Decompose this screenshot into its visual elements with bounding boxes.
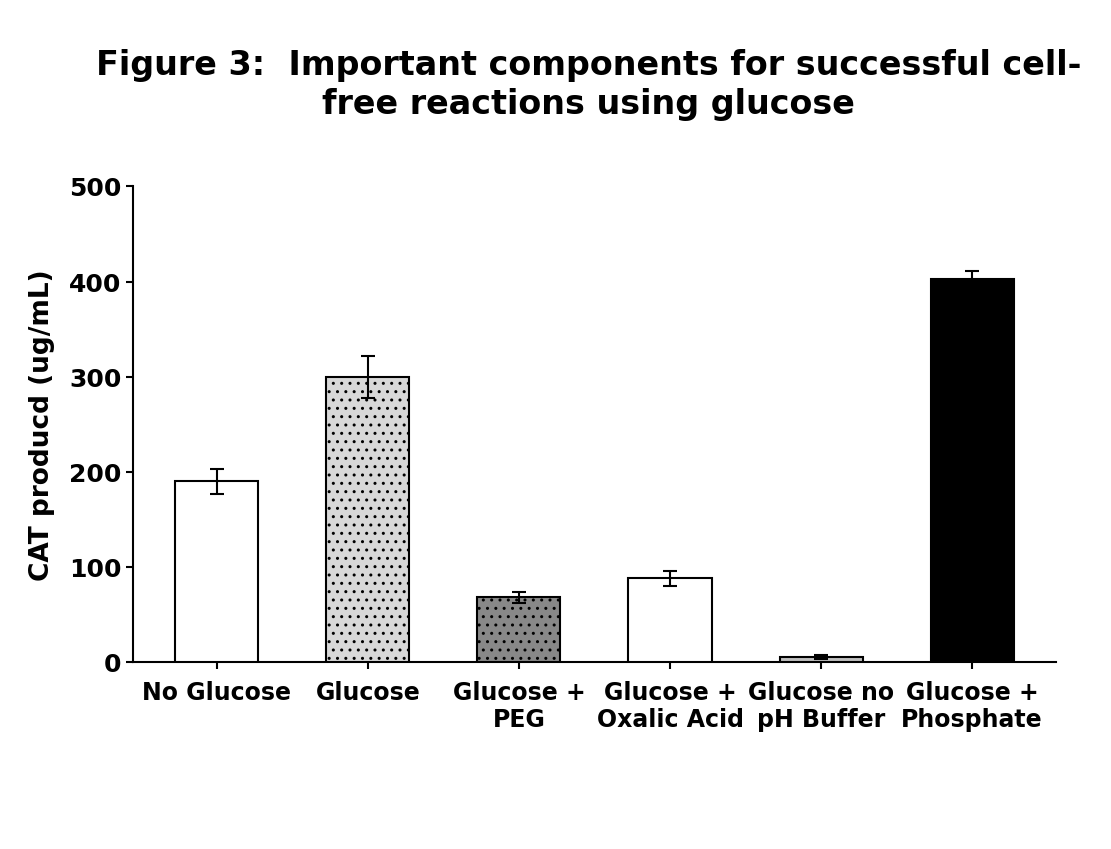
- Bar: [478, 598, 560, 662]
- Bar: [930, 279, 1013, 662]
- Bar: [176, 481, 259, 662]
- Text: Figure 3:  Important components for successful cell-
free reactions using glucos: Figure 3: Important components for succe…: [97, 49, 1081, 121]
- Bar: [780, 657, 862, 662]
- Bar: [327, 377, 409, 662]
- Bar: [629, 578, 711, 662]
- Y-axis label: CAT producd (ug/mL): CAT producd (ug/mL): [29, 269, 56, 580]
